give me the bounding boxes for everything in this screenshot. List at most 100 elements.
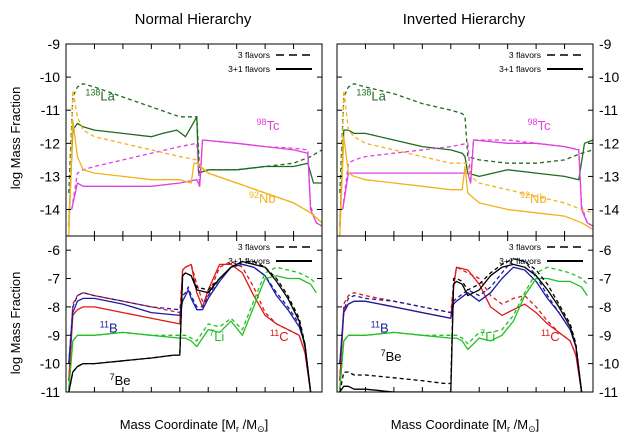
series-C-solid <box>68 263 312 392</box>
panel-top-left: -9 -10 -11 -12 -13 -14 3 flavors 3+1 flavors 138… <box>40 36 323 237</box>
series-B-solid <box>339 266 583 392</box>
y-tick-label: -11 <box>599 102 618 118</box>
y-tick-label: -11 <box>599 384 618 400</box>
species-label-C: 11C <box>541 328 560 344</box>
species-label-Tc: 98Tc <box>256 117 280 133</box>
plot-frame <box>336 235 594 393</box>
species-symbol: Li <box>214 329 224 344</box>
species-symbol: Nb <box>259 191 276 206</box>
y-tick-label: -9 <box>599 327 612 343</box>
species-mass-number: 92 <box>520 190 530 200</box>
y-tick-label: -8 <box>599 299 612 315</box>
species-symbol: La <box>100 88 115 103</box>
series-Be-dashed <box>339 258 583 392</box>
y-tick-label: -6 <box>48 242 61 258</box>
y-tick-label: -13 <box>40 168 60 184</box>
series-group <box>339 83 593 236</box>
series-La-dashed <box>68 83 322 194</box>
xlabel-right: Mass Coordinate [Mr /M⊙] <box>391 417 540 433</box>
ylabel-top: log Mass Fraction <box>8 87 23 190</box>
species-mass-number: 92 <box>249 190 259 200</box>
legend-label-dashed: 3 flavors <box>509 242 541 252</box>
species-mass-number: 138 <box>85 87 100 97</box>
panels: -9 -10 -11 -12 -13 -14 3 flavors 3+1 flavors 138… <box>40 36 620 400</box>
xlabel-left: Mass Coordinate [Mr /M⊙] <box>120 417 269 433</box>
species-symbol: B <box>380 320 389 335</box>
legend-label-solid: 3+1 flavors <box>228 64 270 74</box>
series-Li-dashed <box>339 266 588 390</box>
series-Nb-dashed <box>339 89 593 236</box>
species-mass-number: 11 <box>371 319 380 329</box>
species-mass-number: 11 <box>100 319 109 329</box>
series-Tc-solid <box>342 139 593 227</box>
species-mass-number: 7 <box>110 372 115 382</box>
series-B-dashed <box>68 263 312 392</box>
series-Be-solid <box>339 263 583 392</box>
series-Nb-solid <box>339 136 593 236</box>
y-tick-label: -9 <box>48 327 61 343</box>
species-label-B: 11B <box>100 319 118 335</box>
plot-frame <box>65 43 323 237</box>
species-mass-number: 7 <box>381 348 386 358</box>
y-tick-label: -10 <box>40 69 60 85</box>
species-symbol: Be <box>115 373 131 388</box>
col-title-normal: Normal Hierarchy <box>135 11 252 28</box>
legend-label-solid: 3+1 flavors <box>499 64 541 74</box>
series-B-dashed <box>339 258 583 392</box>
xlabel-mid: /M <box>239 417 257 432</box>
series-Nb-dashed <box>68 89 322 236</box>
series-La-dashed <box>339 83 593 194</box>
legend-label-dashed: 3 flavors <box>509 50 541 60</box>
species-mass-number: 98 <box>527 117 537 127</box>
species-symbol: La <box>371 88 386 103</box>
y-tick-label: -8 <box>48 299 61 315</box>
series-Be-solid <box>68 260 312 392</box>
xlabel-sub: r <box>507 424 510 433</box>
xlabel-sub-sun: ⊙ <box>257 424 265 433</box>
xlabel-sub: r <box>236 424 239 433</box>
legend-label-dashed: 3 flavors <box>238 242 270 252</box>
species-label-B: 11B <box>371 319 389 335</box>
y-tick-label: -7 <box>48 271 61 287</box>
plot-frame <box>65 235 323 393</box>
y-tick-label: -14 <box>599 202 619 218</box>
series-C-dashed <box>339 266 583 392</box>
xlabel-end: ] <box>265 417 269 432</box>
series-Li-dashed <box>68 266 317 390</box>
y-tick-label: -10 <box>599 356 619 372</box>
species-mass-number: 98 <box>256 117 266 127</box>
series-group <box>339 258 588 392</box>
xlabel-main: Mass Coordinate [M <box>391 417 507 432</box>
species-label-Tc: 98Tc <box>527 117 551 133</box>
xlabel-end: ] <box>536 417 540 432</box>
legend-label-solid: 3+1 flavors <box>499 256 541 266</box>
y-tick-label: -12 <box>40 135 60 151</box>
species-mass-number: 11 <box>541 328 550 338</box>
legend-label-solid: 3+1 flavors <box>228 256 270 266</box>
species-label-C: 11C <box>270 328 289 344</box>
ylabel-bottom: log Mass Fraction <box>8 272 23 375</box>
species-label-La: 138La <box>85 87 115 103</box>
plot-frame <box>336 43 594 237</box>
y-tick-label: -10 <box>599 69 619 85</box>
species-mass-number: 7 <box>209 328 214 338</box>
panel-top-right: -9 -10 -11 -12 -13 -14 3 flavors 3+1 flavors 138… <box>336 36 619 237</box>
series-La-solid <box>339 129 593 227</box>
species-label-Nb: 92Nb <box>520 190 547 206</box>
series-group <box>68 83 322 236</box>
y-tick-label: -11 <box>41 102 60 118</box>
species-label-Nb: 92Nb <box>249 190 276 206</box>
series-Li-solid <box>339 277 588 390</box>
xlabel-sub-sun: ⊙ <box>528 424 536 433</box>
species-mass-number: 7 <box>480 328 485 338</box>
species-label-Li: 7Li <box>480 328 495 344</box>
species-symbol: Tc <box>266 118 280 133</box>
series-Tc-dashed <box>71 139 322 227</box>
y-tick-label: -14 <box>40 202 60 218</box>
series-B-solid <box>68 263 312 392</box>
series-Nb-solid <box>68 119 322 236</box>
species-symbol: Nb <box>530 191 547 206</box>
xlabel-mid: /M <box>510 417 528 432</box>
